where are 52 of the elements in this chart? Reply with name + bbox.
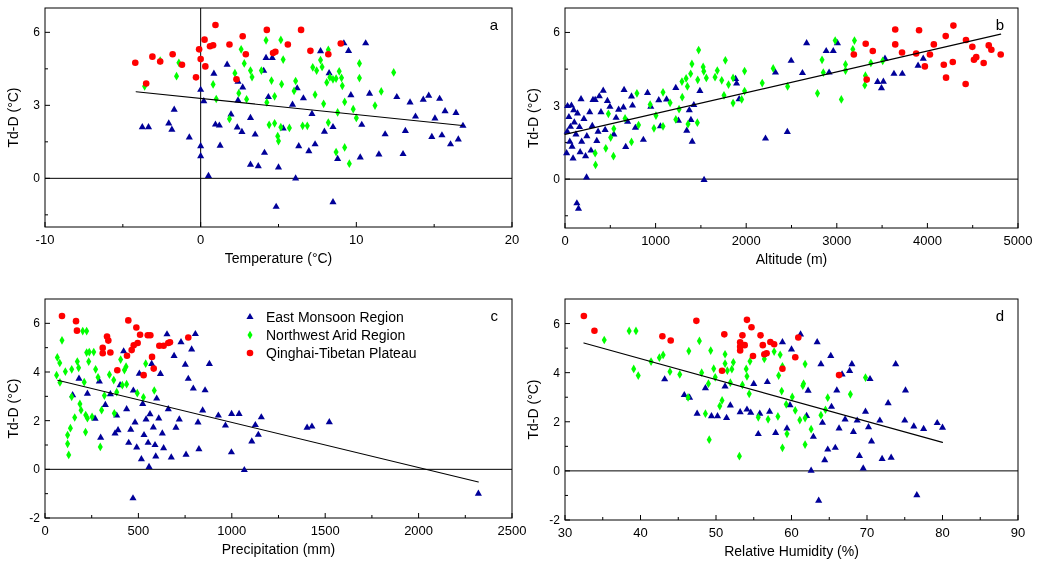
x-tick-label: 4000: [912, 233, 942, 248]
legend-label: Northwest Arid Region: [266, 327, 406, 343]
y-tick-label: 0: [33, 462, 41, 477]
y-tick-label: 0: [33, 171, 41, 186]
x-tick-label: 60: [784, 525, 799, 540]
y-tick-label: 3: [553, 98, 561, 113]
x-tick-label: 10: [349, 232, 364, 247]
annotation: a: [489, 16, 499, 33]
y-tick-label: 2: [553, 414, 561, 429]
y-axis-title: Td-D (°C): [5, 87, 21, 148]
legend-label: Qinghai-Tibetan Plateau: [266, 345, 417, 361]
x-tick-label: 50: [708, 525, 724, 540]
y-tick-label: 6: [33, 316, 41, 331]
y-tick-label: 0: [553, 463, 561, 478]
x-tick-label: 70: [859, 525, 875, 540]
y-tick-label: 2: [33, 413, 41, 428]
x-axis-title: Temperature (°C): [224, 250, 333, 266]
y-axis-title: Td-D (°C): [525, 379, 541, 440]
x-tick-label: 500: [127, 523, 150, 538]
x-tick-label: 5000: [1003, 233, 1033, 248]
y-tick-label: 0: [553, 172, 561, 187]
x-tick-label: 0: [197, 232, 205, 247]
annotation: d: [995, 307, 1004, 324]
y-tick-label: 6: [33, 25, 41, 40]
y-axis-title: Td-D (°C): [525, 87, 541, 149]
x-axis-title: Relative Humidity (%): [724, 543, 859, 559]
y-tick-label: -2: [29, 511, 41, 525]
x-tick-label: 20: [504, 232, 520, 247]
y-tick-label: 3: [33, 98, 41, 113]
x-axis-title: Altitude (m): [755, 251, 828, 267]
x-tick-label: 2000: [731, 233, 761, 248]
y-tick-label: -2: [549, 513, 561, 527]
y-tick-label: 6: [553, 316, 561, 331]
x-tick-label: 30: [557, 525, 573, 540]
y-tick-label: 4: [33, 365, 41, 379]
x-tick-label: 40: [633, 525, 648, 540]
legend-label: East Monsoon Region: [266, 309, 404, 325]
y-axis-title: Td-D (°C): [5, 378, 21, 439]
x-tick-label: 1500: [310, 523, 340, 538]
y-tick-label: 6: [553, 25, 561, 40]
x-tick-label: 1000: [217, 523, 247, 538]
annotation: b: [995, 16, 1004, 33]
y-tick-label: 4: [553, 365, 561, 380]
annotation: c: [490, 307, 499, 324]
x-tick-label: -10: [35, 232, 55, 247]
x-axis-title: Precipitation (mm): [221, 541, 336, 557]
x-tick-label: 2000: [404, 523, 434, 538]
x-tick-label: 2500: [497, 523, 527, 538]
x-tick-label: 90: [1010, 525, 1026, 540]
x-tick-label: 1000: [641, 233, 671, 248]
x-tick-label: 3000: [822, 233, 852, 248]
x-tick-label: 80: [935, 525, 950, 540]
